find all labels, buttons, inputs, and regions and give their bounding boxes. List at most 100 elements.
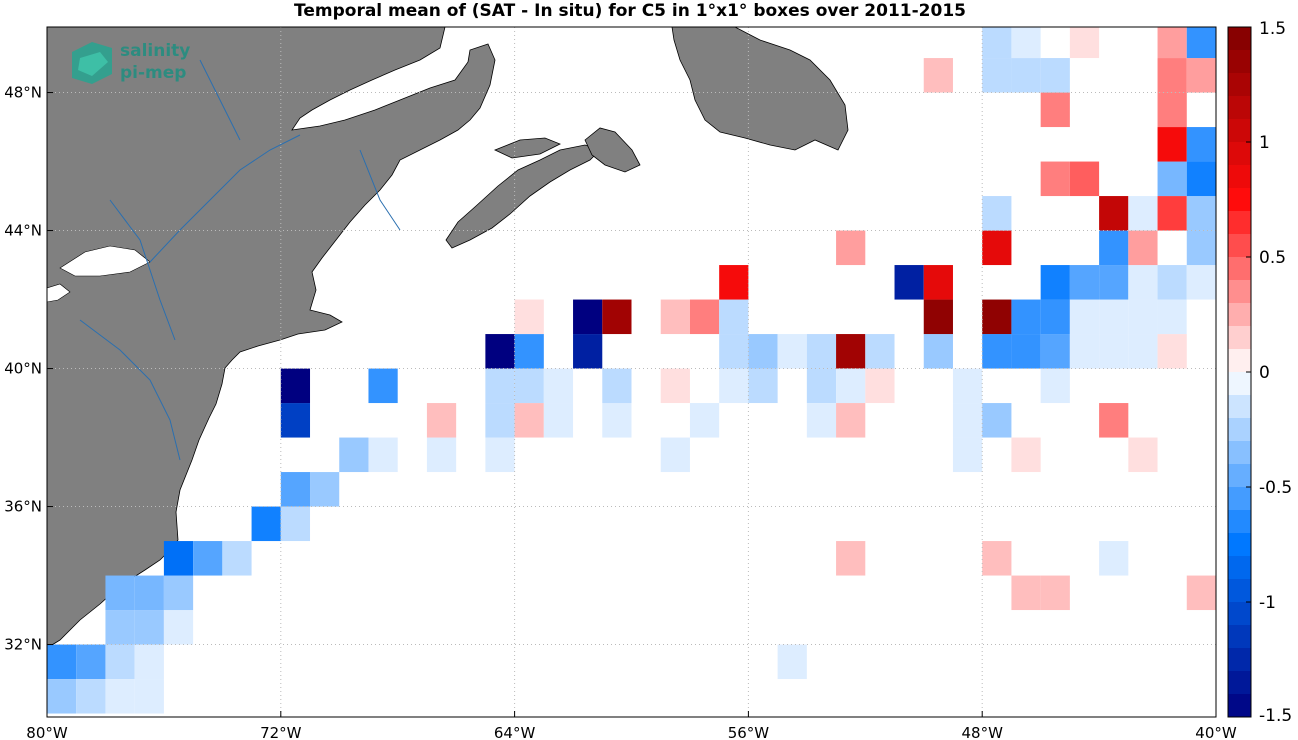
data-cell [1069, 161, 1100, 197]
data-cell [1128, 334, 1158, 369]
data-cell [1011, 299, 1041, 335]
lon-tick-label: 56°W [728, 724, 770, 740]
lon-tick-label: 80°W [26, 724, 68, 740]
colorbar-tick-label: -1.5 [1259, 706, 1292, 726]
data-cell [1099, 334, 1129, 369]
colorbar-segment [1228, 372, 1251, 396]
data-cell [1128, 299, 1158, 335]
colorbar-segment [1228, 671, 1251, 695]
colorbar-tick-label: -0.5 [1259, 478, 1292, 498]
data-cell [1099, 403, 1129, 438]
data-cell [836, 368, 866, 404]
data-cells [47, 27, 1216, 714]
data-cell [836, 403, 866, 438]
data-cell [806, 403, 837, 438]
data-cell [134, 610, 164, 645]
colorbar-segment [1228, 303, 1251, 327]
data-cell [1011, 575, 1041, 611]
colorbar-segment [1228, 694, 1251, 718]
data-cell [1011, 334, 1041, 369]
data-cell [719, 265, 749, 300]
data-cell [1128, 196, 1158, 231]
colorbar-segment [1228, 96, 1251, 120]
map-frame [46, 26, 1217, 718]
data-cell [1157, 92, 1187, 128]
data-cell [105, 644, 135, 680]
data-cell [719, 299, 749, 335]
colorbar-segment [1228, 234, 1251, 258]
data-cell [514, 368, 544, 404]
data-cell [1186, 196, 1216, 231]
data-cell [865, 368, 895, 404]
lat-tick-label: 36°N [4, 498, 42, 516]
data-cell [719, 368, 749, 404]
data-cell [543, 368, 574, 404]
data-cell [485, 437, 515, 473]
data-cell [1186, 27, 1216, 59]
data-cell [1040, 161, 1070, 197]
data-cell [748, 368, 778, 404]
colorbar-segment [1228, 487, 1251, 511]
colorbar-segment [1228, 510, 1251, 534]
data-cell [368, 368, 398, 404]
data-cell [923, 299, 953, 335]
data-cell [163, 541, 194, 576]
data-cell [514, 403, 544, 438]
data-cell [660, 368, 690, 404]
data-cell [982, 299, 1012, 335]
lon-tick-label: 40°W [1195, 724, 1237, 740]
data-cell [1157, 196, 1187, 231]
data-cell [1069, 299, 1100, 335]
data-cell [602, 403, 632, 438]
data-cell [748, 334, 778, 369]
colorbar-segment [1228, 648, 1251, 672]
data-cell [923, 334, 953, 369]
colorbar-segment [1228, 556, 1251, 580]
data-cell [1069, 334, 1100, 369]
lat-tick-label: 44°N [4, 222, 42, 240]
data-cell [310, 472, 340, 507]
map-title: Temporal mean of (SAT - In situ) for C5 … [294, 1, 966, 21]
lat-tick-label: 40°N [4, 360, 42, 378]
data-cell [485, 368, 515, 404]
colorbar-segment [1228, 27, 1251, 51]
data-cell [602, 299, 632, 335]
data-cell [1186, 230, 1216, 266]
data-cell [1128, 265, 1158, 300]
data-cell [134, 679, 164, 714]
data-cell [836, 541, 866, 576]
data-cell [426, 403, 457, 438]
data-cell [806, 334, 837, 369]
data-cell [368, 437, 398, 473]
colorbar-segment [1228, 602, 1251, 626]
data-cell [1040, 58, 1070, 93]
data-cell [982, 230, 1012, 266]
data-cell [1011, 437, 1041, 473]
colorbar-segment [1228, 418, 1251, 442]
colorbar-tick-label: -1 [1259, 593, 1276, 613]
data-cell [76, 679, 106, 714]
data-cell [339, 437, 369, 473]
data-cell [806, 368, 837, 404]
data-cell [1128, 230, 1158, 266]
data-cell [573, 334, 603, 369]
data-cell [1128, 437, 1158, 473]
data-cell [952, 368, 983, 404]
colorbar-segment [1228, 464, 1251, 488]
data-cell [280, 506, 311, 542]
land-nova-scotia [445, 144, 601, 249]
data-cell [163, 575, 194, 611]
data-cell [134, 644, 164, 680]
data-cell [1157, 58, 1187, 93]
data-cell [47, 644, 77, 680]
data-cell [280, 472, 311, 507]
data-cell [1040, 575, 1070, 611]
salinity-pi-mep-logo: salinity pi-mep [72, 41, 190, 84]
data-cell [982, 196, 1012, 231]
colorbar-segment [1228, 142, 1251, 166]
land-cape-breton [584, 127, 641, 173]
data-cell [777, 644, 807, 680]
lon-tick-label: 72°W [260, 724, 302, 740]
data-cell [543, 403, 574, 438]
